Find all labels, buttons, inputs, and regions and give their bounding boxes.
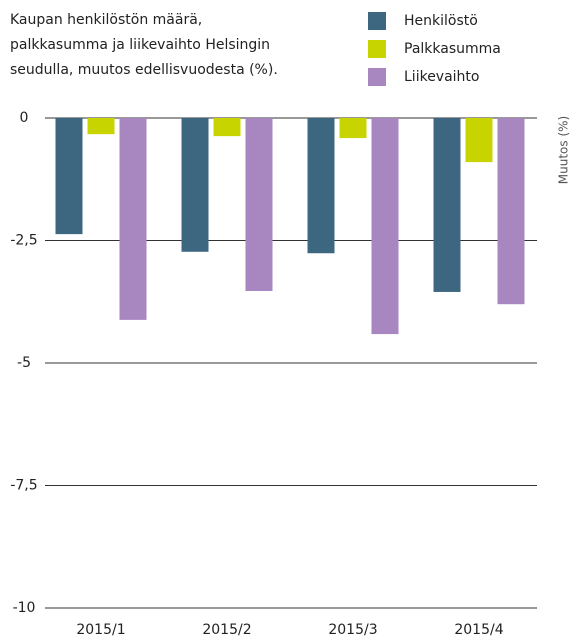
bar [339, 118, 367, 139]
chart-title: palkkasumma ja liikevaihto Helsingin [10, 37, 270, 53]
x-tick-label: 2015/3 [328, 622, 377, 638]
x-tick-label: 2015/1 [76, 622, 125, 638]
legend-swatch [368, 40, 386, 58]
bar [465, 118, 493, 163]
bar [245, 118, 273, 291]
bar [213, 118, 241, 137]
bar [119, 118, 147, 320]
y-tick-label: -2,5 [10, 233, 37, 249]
bar [371, 118, 399, 335]
bar [87, 118, 115, 135]
legend-swatch [368, 12, 386, 30]
y-tick-label: -5 [17, 355, 31, 371]
bar [55, 118, 83, 235]
bar [307, 118, 335, 254]
legend-swatch [368, 68, 386, 86]
legend-label: Henkilöstö [404, 13, 478, 29]
bar [497, 118, 525, 305]
y-tick-label: -7,5 [10, 478, 37, 494]
chart-title: Kaupan henkilöstön määrä, [10, 12, 202, 28]
y-tick-label: -10 [13, 600, 36, 616]
y-axis-label: Muutos (%) [557, 116, 571, 184]
legend-label: Liikevaihto [404, 69, 479, 85]
bar [433, 118, 461, 292]
x-tick-label: 2015/2 [202, 622, 251, 638]
legend-label: Palkkasumma [404, 41, 501, 57]
y-tick-label: 0 [20, 110, 29, 126]
x-tick-label: 2015/4 [454, 622, 503, 638]
bar [181, 118, 209, 252]
chart-title: seudulla, muutos edellisvuodesta (%). [10, 62, 278, 78]
